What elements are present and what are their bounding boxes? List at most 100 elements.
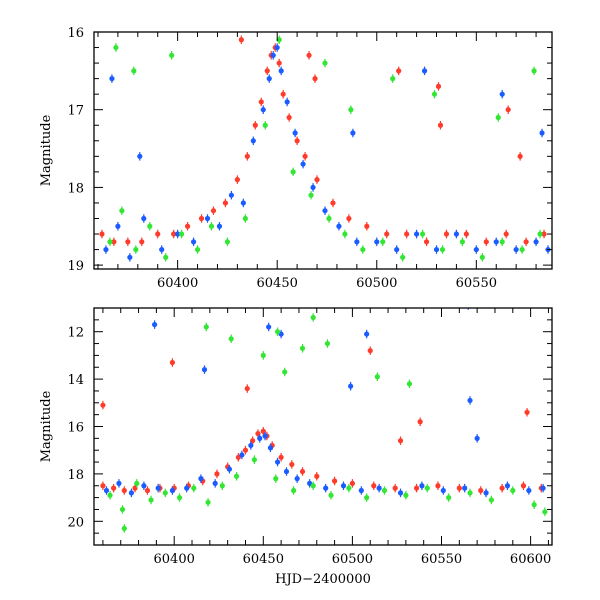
data-point — [390, 76, 396, 82]
data-point — [354, 239, 360, 245]
data-point — [113, 44, 119, 51]
data-point — [349, 480, 356, 486]
data-point — [456, 485, 462, 491]
data-point — [121, 525, 127, 532]
data-point — [394, 246, 400, 253]
data-point — [505, 107, 511, 113]
data-point — [397, 490, 404, 496]
data-point — [360, 246, 366, 253]
data-point — [504, 483, 511, 489]
data-point — [238, 37, 244, 43]
data-point — [499, 91, 505, 97]
data-point — [155, 231, 161, 237]
y-tick-label: 12 — [67, 326, 84, 341]
data-point — [473, 246, 479, 253]
data-point — [107, 239, 113, 245]
data-point — [331, 478, 338, 484]
data-point — [103, 246, 109, 253]
data-point — [144, 487, 151, 494]
data-point — [216, 223, 223, 229]
data-point — [467, 397, 473, 404]
data-point — [299, 468, 306, 475]
data-point — [540, 485, 546, 491]
data-point — [276, 37, 282, 43]
data-point — [413, 231, 420, 237]
y-tick-label: 20 — [67, 515, 84, 530]
data-point — [244, 153, 250, 159]
y-tick-label: 16 — [67, 26, 84, 41]
data-point — [121, 487, 127, 494]
data-point — [127, 254, 133, 260]
data-point — [403, 492, 409, 498]
data-point — [493, 239, 499, 245]
data-point — [137, 153, 143, 159]
data-point — [419, 483, 425, 489]
data-point — [179, 231, 185, 237]
data-point — [205, 499, 211, 505]
data-point — [322, 60, 328, 66]
data-point — [421, 68, 428, 74]
data-point — [531, 68, 537, 74]
data-point — [474, 435, 480, 441]
data-point — [131, 68, 137, 74]
data-point — [310, 483, 316, 489]
data-point — [314, 177, 320, 183]
data-point — [184, 485, 190, 491]
data-point — [116, 480, 122, 486]
data-point — [128, 490, 135, 496]
data-point — [499, 485, 505, 491]
data-point — [348, 107, 354, 113]
data-point — [479, 254, 485, 260]
data-point — [214, 471, 220, 477]
data-point — [520, 483, 527, 489]
data-point — [163, 254, 169, 260]
data-point — [260, 107, 266, 113]
series-1 — [103, 43, 551, 262]
data-point — [257, 435, 263, 441]
data-point — [328, 492, 334, 498]
data-point — [248, 442, 254, 449]
data-point — [510, 487, 516, 494]
data-point — [423, 239, 430, 245]
data-point — [155, 485, 161, 491]
data-point — [310, 184, 316, 191]
data-point — [435, 483, 441, 489]
data-point — [400, 254, 406, 260]
data-point — [194, 246, 201, 253]
data-point — [397, 438, 404, 444]
data-point — [210, 208, 217, 214]
plot-area — [99, 35, 551, 262]
data-point — [437, 122, 444, 128]
data-point — [198, 476, 204, 482]
data-point — [533, 239, 539, 245]
data-point — [264, 68, 270, 74]
data-point — [282, 369, 288, 375]
data-point — [258, 99, 264, 105]
data-point — [306, 52, 312, 58]
plot-area — [100, 308, 548, 533]
data-point — [242, 447, 249, 453]
data-point — [270, 52, 276, 58]
data-point — [374, 374, 380, 380]
data-point — [406, 381, 413, 387]
data-point — [371, 483, 377, 489]
data-point — [424, 485, 430, 491]
data-point — [526, 487, 532, 494]
data-point — [100, 483, 106, 489]
data-point — [323, 485, 329, 491]
y-tick-label: 17 — [67, 104, 84, 119]
data-point — [419, 231, 426, 237]
y-tick-label: 19 — [67, 259, 84, 274]
x-tick-label: 60400 — [154, 552, 195, 567]
series-0 — [99, 35, 547, 247]
x-tick-label: 60450 — [243, 552, 284, 567]
data-point — [239, 452, 245, 458]
top-panel: 60400 60450 60500 60550 16 17 18 19 Magnitude — [39, 26, 553, 291]
data-point — [139, 239, 145, 245]
data-point — [478, 487, 484, 494]
data-point — [208, 223, 215, 229]
data-point — [342, 231, 348, 237]
data-point — [119, 506, 126, 513]
data-point — [495, 114, 501, 121]
data-point — [278, 454, 284, 460]
